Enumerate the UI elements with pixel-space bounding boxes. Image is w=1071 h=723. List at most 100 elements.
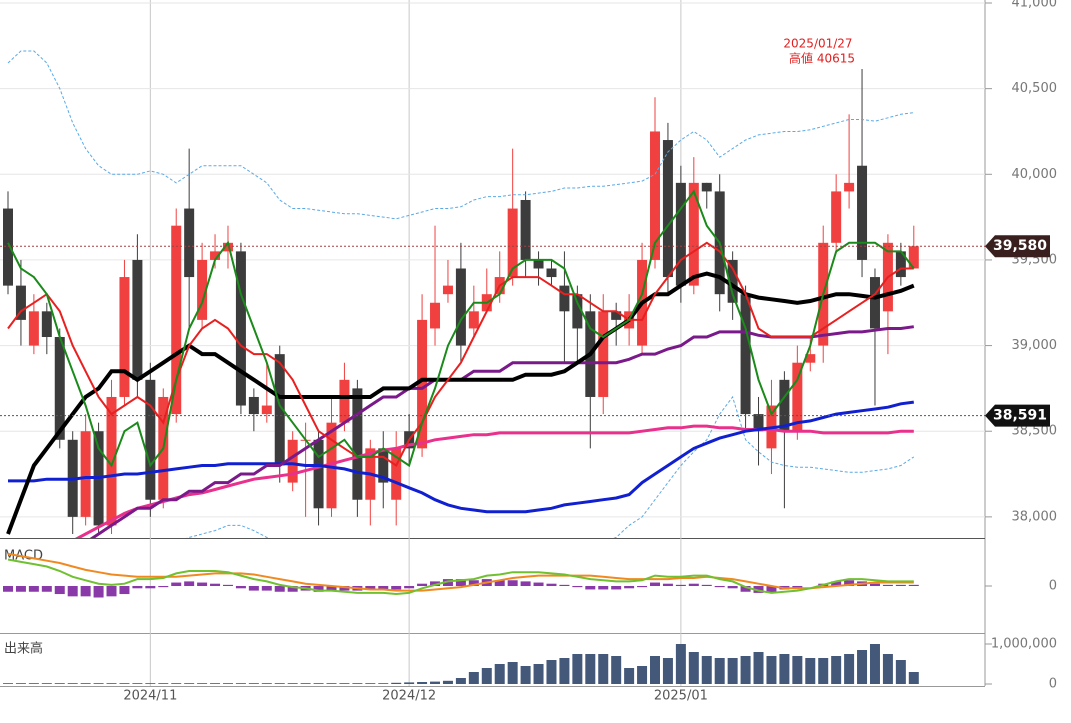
y-tick-label: 41,000 [1012,0,1058,11]
macd-bar [274,586,285,592]
candle-body [753,414,764,432]
candle-body [701,182,712,192]
candle-body [520,199,531,260]
volume-bar [3,683,13,684]
volume-bar [54,683,65,684]
volume-bar [184,683,195,684]
macd-bar [171,582,182,586]
macd-bar [701,584,712,586]
candle-body [805,354,816,363]
candle-body [869,277,880,329]
volume-bar [365,683,376,684]
candle-body [235,251,246,406]
volume-bar [80,683,91,684]
macd-bar [132,586,143,589]
volume-bar [844,654,855,684]
macd-bar [908,584,919,586]
macd-bar [753,586,764,593]
y-tick-label: 1,000,000 [991,637,1057,652]
macd-bar [766,586,777,593]
volume-bar [662,658,673,684]
price-tag [985,235,1050,258]
macd-bar [41,586,52,592]
candle-body [352,388,363,500]
volume-bar [650,656,660,684]
candle-body [80,431,91,517]
macd-bar [546,583,557,586]
candle-body [171,225,182,415]
candle-body [559,285,570,312]
y-tick-label: 0 [1049,677,1057,692]
candle-body [378,448,389,483]
volume-bar [391,682,402,684]
macd-bar [54,586,65,595]
candle-body [779,379,790,432]
candle-body [908,246,919,269]
candle-body [339,379,350,423]
candle-body [792,362,803,432]
volume-bar [740,656,751,684]
volume-bar [455,678,466,684]
candle-body [145,379,156,500]
macd-bar [313,586,324,592]
volume-bar [41,683,52,684]
volume-bar [404,682,415,684]
volume-bar [753,652,764,684]
candle-body [857,165,868,260]
macd-bar [106,586,117,597]
macd-bar [727,586,738,589]
volume-bar [300,683,311,684]
macd-bar [365,586,376,590]
candle-body [132,259,143,380]
macd-bar [184,581,195,586]
candle-body [468,311,479,329]
candle-body [417,319,428,449]
x-tick-label: 2024/11 [123,689,177,704]
volume-bar [675,644,686,684]
annotation: 2025/01/27 [783,37,852,51]
volume-bar [908,672,919,684]
candle-body [546,268,557,278]
macd-bar [572,586,583,588]
volume-bar [326,683,337,684]
volume-bar [494,664,505,684]
volume-bar [339,683,350,684]
candle-body [675,182,686,286]
candle-body [15,285,26,320]
panel-title: 出来高 [4,641,43,657]
volume-bar [468,672,479,684]
macd-bar [119,586,130,595]
candle-body [688,182,699,286]
volume-bar [624,668,635,684]
macd-bar [378,586,389,590]
macd-bar [585,586,596,590]
macd-bar [637,586,648,588]
candle-body [184,208,195,278]
volume-bar [210,683,221,684]
candle-body [895,251,906,278]
volume-bar [352,683,363,684]
macd-bar [417,583,428,586]
macd-bar [494,580,505,586]
candle-body [533,259,544,269]
candle-body [119,277,130,397]
macd-bar [145,586,156,589]
candle-body [274,354,285,466]
volume-bar [598,654,609,684]
candle-body [442,285,453,295]
indicator-line [7,189,915,468]
y-tick-label: 0 [1049,579,1057,594]
candle-body [598,311,609,397]
volume-bar [430,681,441,684]
volume-bar [869,644,880,684]
macd-bar [248,586,259,591]
macd-bar [93,586,104,598]
volume-bar [882,654,893,684]
volume-bar [417,682,428,684]
y-tick-label: 38,500 [1012,424,1058,439]
candle-body [54,337,65,440]
indicator-line [7,50,914,220]
x-tick-label: 2024/12 [382,689,436,704]
volume-bar [197,683,208,684]
